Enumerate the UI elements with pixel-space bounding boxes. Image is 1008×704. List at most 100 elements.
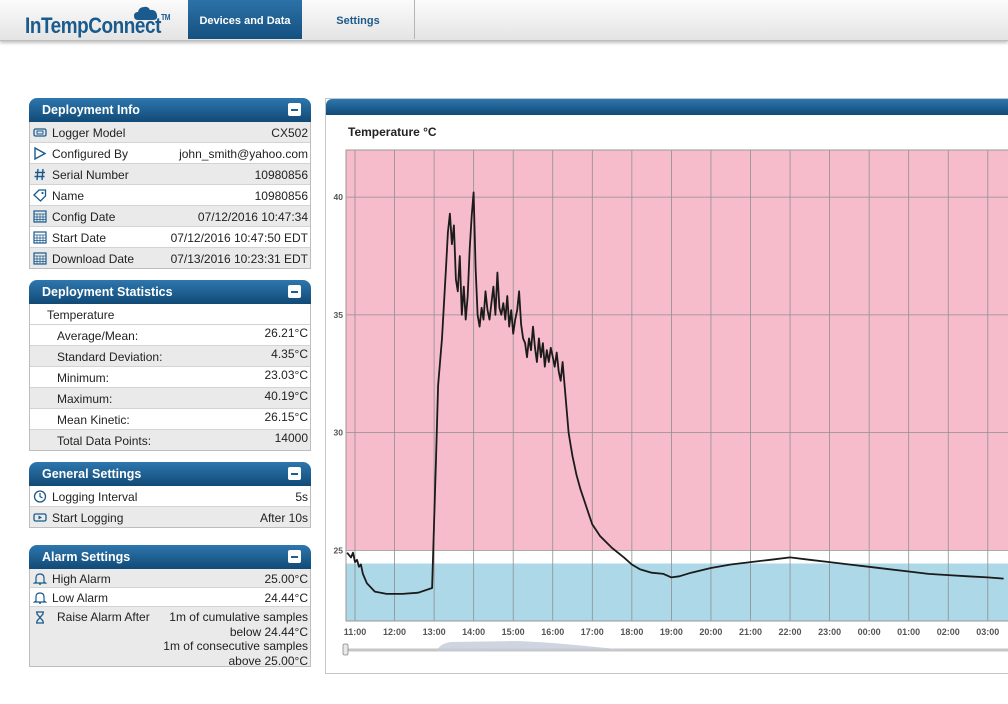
alarm-settings-header[interactable]: Alarm Settings	[29, 545, 311, 569]
row-value: 25.00°C	[264, 572, 309, 586]
collapse-icon[interactable]	[288, 467, 301, 480]
row-label: Start Logging	[52, 511, 124, 525]
row-label: Config Date	[52, 210, 116, 224]
collapse-icon[interactable]	[288, 103, 301, 116]
section-label: Temperature	[47, 308, 115, 322]
info-row-start-date: Start Date 07/12/2016 10:47:50 EDT	[30, 226, 310, 247]
tab-settings[interactable]: Settings	[302, 0, 415, 39]
x-tick-label: 13:00	[423, 627, 446, 637]
row-value: 10980856	[254, 168, 308, 182]
row-label: Minimum:	[57, 371, 110, 385]
x-tick-label: 23:00	[818, 627, 841, 637]
x-tick-label: 12:00	[383, 627, 406, 637]
row-value: 4.35°C	[271, 347, 308, 361]
calendar-icon	[33, 252, 47, 265]
x-tick-label: 03:00	[976, 627, 999, 637]
y-tick-label: 35	[334, 310, 344, 320]
cloud-icon	[134, 6, 158, 20]
y-tick-label: 30	[334, 428, 344, 438]
setting-row-start-logging: Start Logging After 10s	[30, 506, 310, 527]
row-label: Standard Deviation:	[57, 350, 163, 364]
high-alarm-zone	[346, 150, 1008, 551]
alarm-row-high: High Alarm 25.00°C	[30, 569, 310, 587]
temperature-series-line	[346, 191, 1004, 595]
panel-title: Deployment Info	[42, 103, 140, 117]
row-value: 24.44°C	[264, 591, 309, 605]
info-row-name: Name 10980856	[30, 184, 310, 205]
chart-panel-header	[326, 99, 1008, 115]
info-row-configured-by: Configured By john_smith@yahoo.com	[30, 142, 310, 163]
row-value: 26.15°C	[264, 410, 309, 424]
row-value: 07/12/2016 10:47:34	[197, 210, 308, 224]
condition-line: 1m of cumulative samples	[169, 610, 308, 624]
x-tick-label: 22:00	[779, 627, 802, 637]
condition-line: below 24.44°C	[229, 624, 308, 639]
row-label: Logger Model	[52, 126, 126, 140]
logger-icon	[33, 128, 47, 137]
panel-title: General Settings	[42, 467, 142, 481]
x-tick-label: 20:00	[699, 627, 722, 637]
deployment-statistics-header[interactable]: Deployment Statistics	[29, 280, 311, 304]
x-tick-label: 15:00	[502, 627, 525, 637]
deployment-statistics-panel: Deployment Statistics Temperature Averag…	[29, 280, 311, 451]
logger-icon	[33, 513, 47, 522]
collapse-icon[interactable]	[288, 285, 301, 298]
row-label: Download Date	[52, 252, 135, 266]
setting-row-logging-interval: Logging Interval 5s	[30, 486, 310, 506]
bell-icon	[33, 573, 47, 585]
y-tick-label: 25	[334, 545, 344, 555]
play-icon	[34, 147, 47, 160]
raise-alarm-conditions: 1m of cumulative samples below 24.44°C 1…	[163, 610, 308, 668]
temperature-chart[interactable]: 11:00 12:00 13:00 14:00 15:00 16:00 17:00 18:00…	[326, 99, 1008, 673]
row-label: High Alarm	[52, 572, 111, 586]
row-label: Average/Mean:	[57, 329, 139, 343]
row-label: Raise Alarm After	[57, 610, 150, 624]
row-label: Start Date	[52, 231, 107, 245]
stat-row-minimum: Minimum: 23.03°C	[30, 366, 310, 387]
row-value: 07/12/2016 10:47:50 EDT	[170, 231, 308, 245]
navigator-handle[interactable]	[342, 643, 349, 656]
x-tick-label: 16:00	[541, 627, 564, 637]
collapse-icon[interactable]	[288, 550, 301, 563]
chart-title: Temperature °C	[348, 125, 437, 139]
deployment-info-header[interactable]: Deployment Info	[29, 98, 311, 122]
temperature-chart-panel: Temperature °C 11:00 12:00 13:00 14:00 15:00…	[325, 98, 1008, 674]
x-tick-label: 00:00	[858, 627, 881, 637]
info-row-config-date: Config Date 07/12/2016 10:47:34	[30, 205, 310, 226]
top-navigation-bar: InTempConnectTM Devices and Data Setting…	[0, 0, 1008, 41]
info-row-serial-number: Serial Number 10980856	[30, 163, 310, 184]
x-tick-label: 11:00	[344, 627, 367, 637]
row-label: Low Alarm	[52, 591, 109, 605]
row-value: CX502	[271, 126, 308, 140]
x-tick-label: 19:00	[660, 627, 683, 637]
info-row-logger-model: Logger Model CX502	[30, 122, 310, 142]
plot-border	[345, 149, 1008, 622]
row-value: After 10s	[259, 511, 308, 525]
panel-title: Alarm Settings	[42, 550, 131, 564]
row-value: 07/13/2016 10:23:31 EDT	[170, 252, 308, 266]
row-value: 10980856	[254, 189, 308, 203]
row-label: Serial Number	[52, 168, 129, 182]
x-tick-label: 21:00	[739, 627, 762, 637]
row-value: 40.19°C	[264, 389, 309, 403]
alarm-settings-panel: Alarm Settings High Alarm 25.00°C Low Al…	[29, 545, 311, 668]
info-row-download-date: Download Date 07/13/2016 10:23:31 EDT	[30, 247, 310, 268]
calendar-icon	[33, 231, 47, 244]
tab-devices-and-data[interactable]: Devices and Data	[188, 0, 302, 39]
stat-row-mean-kinetic: Mean Kinetic: 26.15°C	[30, 408, 310, 429]
general-settings-header[interactable]: General Settings	[29, 462, 311, 486]
alarm-row-raise-after: Raise Alarm After 1m of cumulative sampl…	[30, 606, 310, 668]
alarm-row-low: Low Alarm 24.44°C	[30, 587, 310, 606]
x-tick-label: 01:00	[897, 627, 920, 637]
row-value: 26.21°C	[264, 326, 309, 340]
low-alarm-zone	[346, 563, 1008, 621]
x-tick-label: 18:00	[620, 627, 643, 637]
row-value: 14000	[274, 431, 308, 445]
hash-icon	[34, 168, 45, 181]
row-value: 5s	[295, 490, 308, 504]
clock-icon	[33, 490, 47, 503]
y-tick-label: 40	[334, 192, 344, 202]
bell-icon	[33, 592, 47, 604]
calendar-icon	[33, 210, 47, 223]
row-label: Logging Interval	[52, 490, 138, 504]
